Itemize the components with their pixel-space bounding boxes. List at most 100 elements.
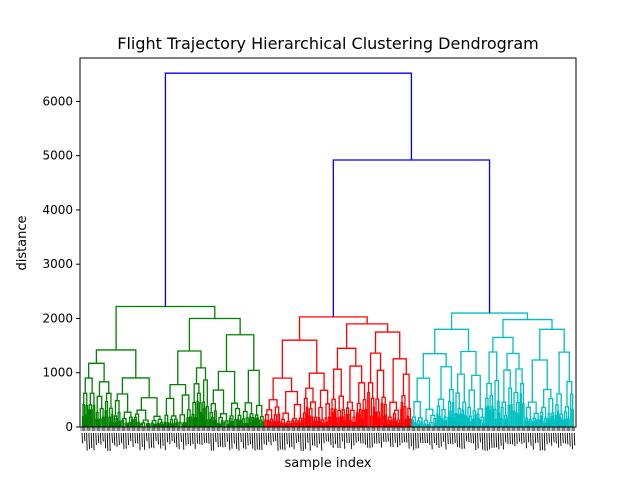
x-tick-label bbox=[421, 432, 424, 444]
x-axis-label: sample index bbox=[285, 456, 372, 471]
x-tick-label bbox=[325, 432, 327, 442]
x-tick-label bbox=[488, 432, 491, 450]
dendrogram-link bbox=[298, 420, 301, 427]
dendrogram-link bbox=[296, 422, 299, 427]
x-tick-label bbox=[187, 432, 189, 445]
x-tick-label bbox=[513, 432, 516, 447]
x-tick-label bbox=[134, 432, 136, 444]
dendrogram-link bbox=[231, 421, 235, 427]
x-tick-label bbox=[231, 432, 233, 449]
x-tick-label bbox=[484, 432, 486, 451]
x-tick-label bbox=[180, 432, 182, 442]
dendrogram-link bbox=[271, 422, 274, 427]
dendrogram-link bbox=[92, 404, 96, 427]
x-tick-label bbox=[392, 432, 394, 447]
dendrogram-link bbox=[494, 418, 498, 427]
dendrogram-link bbox=[383, 415, 386, 427]
x-tick-label bbox=[118, 432, 120, 445]
dendrogram-link bbox=[293, 403, 302, 419]
x-tick-label bbox=[113, 432, 116, 446]
dendrogram-link bbox=[378, 416, 381, 427]
x-tick-label bbox=[217, 432, 219, 448]
x-tick-label bbox=[470, 432, 472, 443]
x-tick-label bbox=[203, 432, 205, 443]
x-tick-label bbox=[175, 432, 178, 448]
dendrogram-link bbox=[339, 416, 342, 427]
dendrogram-link bbox=[466, 417, 470, 427]
dendrogram-link bbox=[169, 383, 187, 399]
dendrogram-link bbox=[380, 402, 384, 427]
dendrogram-link bbox=[211, 416, 214, 427]
dendrogram-link bbox=[266, 419, 270, 427]
dendrogram-link bbox=[115, 418, 118, 427]
dendrogram-link bbox=[313, 420, 316, 427]
dendrogram-link bbox=[332, 368, 342, 400]
dendrogram-link bbox=[367, 391, 370, 427]
dendrogram-link bbox=[531, 359, 548, 403]
x-tick-label bbox=[249, 432, 251, 445]
dendrogram-link bbox=[298, 316, 368, 341]
dendrogram-link bbox=[331, 398, 336, 410]
x-tick-label bbox=[569, 432, 571, 447]
dendrogram-link bbox=[113, 421, 116, 427]
x-tick-label bbox=[362, 432, 364, 444]
x-tick-label bbox=[97, 432, 100, 444]
dendrogram-link bbox=[84, 377, 93, 394]
x-tick-label bbox=[516, 432, 518, 444]
x-tick-label bbox=[401, 432, 403, 443]
dendrogram-link bbox=[528, 420, 531, 427]
dendrogram-link bbox=[369, 352, 382, 383]
y-tick-label: 0 bbox=[65, 420, 73, 434]
x-tick-label bbox=[477, 432, 479, 449]
x-tick-label bbox=[173, 432, 176, 444]
dendrogram-link bbox=[438, 415, 441, 427]
dendrogram-link bbox=[561, 418, 564, 427]
x-tick-label bbox=[426, 432, 429, 444]
x-tick-label bbox=[394, 432, 396, 443]
x-tick-label bbox=[267, 432, 270, 443]
dendrogram-link bbox=[420, 420, 424, 427]
x-tick-label bbox=[302, 432, 304, 451]
dendrogram-link bbox=[186, 417, 189, 427]
x-tick-label bbox=[396, 432, 399, 448]
x-tick-label bbox=[454, 432, 456, 444]
x-tick-label bbox=[534, 432, 537, 444]
x-tick-label bbox=[83, 432, 86, 442]
dendrogram-link bbox=[508, 387, 513, 406]
x-tick-label bbox=[162, 432, 164, 446]
x-tick-label bbox=[566, 432, 569, 445]
dendrogram-link bbox=[565, 418, 568, 427]
dendrogram-link bbox=[272, 377, 293, 400]
dendrogram-link bbox=[217, 370, 236, 404]
x-tick-label bbox=[463, 432, 465, 449]
x-tick-label bbox=[157, 432, 159, 445]
x-tick-label bbox=[93, 432, 95, 451]
x-tick-label bbox=[196, 432, 199, 444]
x-tick-label bbox=[198, 432, 201, 445]
dendrogram-link bbox=[98, 418, 102, 427]
dendrogram-link bbox=[321, 422, 325, 427]
x-tick-label bbox=[405, 432, 408, 443]
x-tick-label bbox=[233, 432, 235, 444]
dendrogram-link bbox=[294, 422, 297, 427]
dendrogram-link bbox=[213, 420, 216, 427]
x-tick-label bbox=[357, 432, 360, 442]
x-tick-label bbox=[102, 432, 104, 442]
dendrogram-link bbox=[302, 417, 305, 427]
x-tick-label bbox=[334, 432, 337, 445]
x-tick-label bbox=[527, 432, 530, 443]
dendrogram-link bbox=[319, 421, 323, 427]
x-tick-label bbox=[523, 432, 525, 443]
x-tick-label bbox=[191, 432, 194, 444]
x-tick-label bbox=[171, 432, 173, 442]
dendrogram-link bbox=[512, 410, 516, 427]
dendrogram-link bbox=[362, 399, 367, 411]
y-tick-label: 5000 bbox=[42, 149, 73, 163]
dendrogram-link bbox=[571, 408, 574, 427]
dendrogram-link bbox=[517, 414, 520, 427]
dendrogram-link bbox=[547, 418, 550, 427]
dendrogram-link bbox=[492, 336, 514, 354]
x-tick-label bbox=[293, 432, 295, 450]
dendrogram-link bbox=[118, 420, 122, 427]
dendrogram-link bbox=[273, 421, 276, 427]
